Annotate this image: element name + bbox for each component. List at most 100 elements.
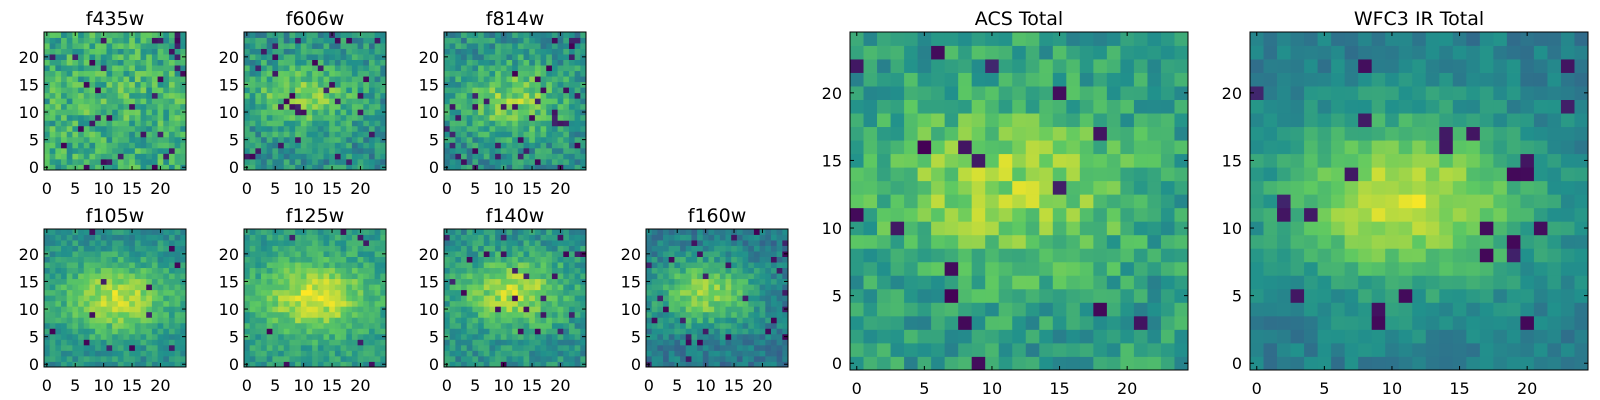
heatmap-cell [151, 311, 158, 318]
heatmap-cell [329, 54, 336, 60]
heatmap-cell [146, 37, 153, 44]
heatmap-cell [998, 356, 1013, 371]
heatmap-cell [466, 251, 473, 257]
heatmap-cell [1093, 194, 1108, 209]
heatmap-cell [551, 43, 558, 49]
heatmap-cell [557, 37, 564, 44]
heatmap-cell [534, 328, 541, 335]
heatmap-cell [506, 322, 513, 329]
heatmap-cell [529, 322, 536, 329]
heatmap-cell [346, 98, 353, 105]
heatmap-cell [512, 158, 519, 165]
heatmap-cell [266, 136, 273, 143]
heatmap-cell [106, 284, 113, 291]
heatmap-cell [249, 361, 256, 368]
heatmap-cell [931, 275, 946, 290]
heatmap-cell [249, 300, 256, 307]
heatmap-cell [674, 339, 681, 346]
heatmap-cell [782, 234, 789, 241]
heatmap-cell [72, 131, 79, 138]
heatmap-cell [546, 48, 553, 55]
heatmap-cell [691, 295, 698, 302]
heatmap-cell [1052, 248, 1067, 263]
x-tick-label: 5 [470, 179, 480, 198]
heatmap-cell [714, 234, 721, 241]
heatmap-cell [697, 333, 704, 340]
heatmap-cell [551, 109, 558, 116]
axes-frame [243, 228, 387, 368]
heatmap-cell [283, 251, 290, 257]
heatmap-cell [971, 234, 986, 249]
heatmap-cell [272, 142, 279, 149]
heatmap-cell [334, 142, 341, 149]
heatmap-cell [72, 267, 79, 274]
heatmap-cell [261, 120, 268, 127]
heatmap-cell [708, 234, 715, 241]
heatmap-cell [1093, 315, 1108, 330]
heatmap-cell [317, 142, 324, 149]
heatmap-cell [489, 306, 496, 313]
heatmap-cell [244, 245, 251, 252]
heatmap-cell [529, 120, 536, 127]
heatmap-cell [129, 311, 136, 318]
heatmap-cell [351, 32, 358, 38]
heatmap-cell [112, 251, 119, 257]
heatmap-cell [357, 120, 364, 127]
heatmap-cell [289, 256, 296, 263]
heatmap-cell [461, 87, 468, 94]
y-tick-label: 10 [219, 103, 239, 122]
heatmap-cell [112, 37, 119, 44]
heatmap-cell [363, 251, 370, 257]
heatmap-cell [357, 54, 364, 60]
heatmap-cell [106, 120, 113, 127]
heatmap-cell [753, 295, 760, 302]
heatmap-cell [580, 295, 587, 302]
heatmap-cell [89, 136, 96, 143]
heatmap-cell [323, 59, 330, 66]
heatmap-cell [49, 109, 56, 116]
heatmap-cell [685, 339, 692, 346]
heatmap-cell [163, 114, 170, 121]
heatmap-cell [931, 221, 946, 236]
heatmap-cell [1066, 302, 1081, 317]
heatmap-cell [742, 344, 749, 351]
heatmap-cell [289, 311, 296, 318]
heatmap-cell [134, 87, 141, 94]
heatmap-cell [134, 92, 141, 99]
heatmap-cell [472, 59, 479, 66]
heatmap-cell [657, 339, 664, 346]
heatmap-cell [44, 65, 51, 72]
heatmap-cell [168, 278, 176, 285]
heatmap-cell [748, 328, 755, 335]
heatmap-cell [702, 289, 709, 296]
heatmap-cell [112, 43, 119, 49]
heatmap-cell [444, 240, 451, 246]
heatmap-cell [95, 229, 102, 235]
heatmap-cell [106, 240, 113, 246]
heatmap-cell [117, 306, 124, 313]
heatmap-cell [174, 229, 181, 235]
heatmap-cell [563, 328, 570, 335]
heatmap-cell [551, 32, 558, 38]
heatmap-cell [512, 361, 519, 368]
heatmap-cell [449, 350, 456, 357]
heatmap-cell [770, 344, 778, 351]
heatmap-cell [249, 339, 256, 346]
heatmap-cell [89, 229, 96, 235]
heatmap-cell [334, 147, 341, 154]
heatmap-cell [249, 158, 256, 165]
heatmap-cell [151, 70, 158, 77]
heatmap-cell [340, 306, 347, 313]
heatmap-cell [529, 147, 536, 154]
heatmap-cell [691, 350, 698, 357]
heatmap-cell [278, 333, 285, 340]
heatmap-cell [278, 131, 285, 138]
heatmap-cell [478, 142, 485, 149]
heatmap-cell [261, 361, 268, 368]
x-tick-label: 10 [293, 179, 313, 198]
heatmap-cell [736, 344, 743, 351]
heatmap-cell [1147, 275, 1162, 290]
heatmap-cell [346, 317, 353, 324]
heatmap-cell [117, 333, 124, 340]
heatmap-cell [312, 267, 319, 274]
